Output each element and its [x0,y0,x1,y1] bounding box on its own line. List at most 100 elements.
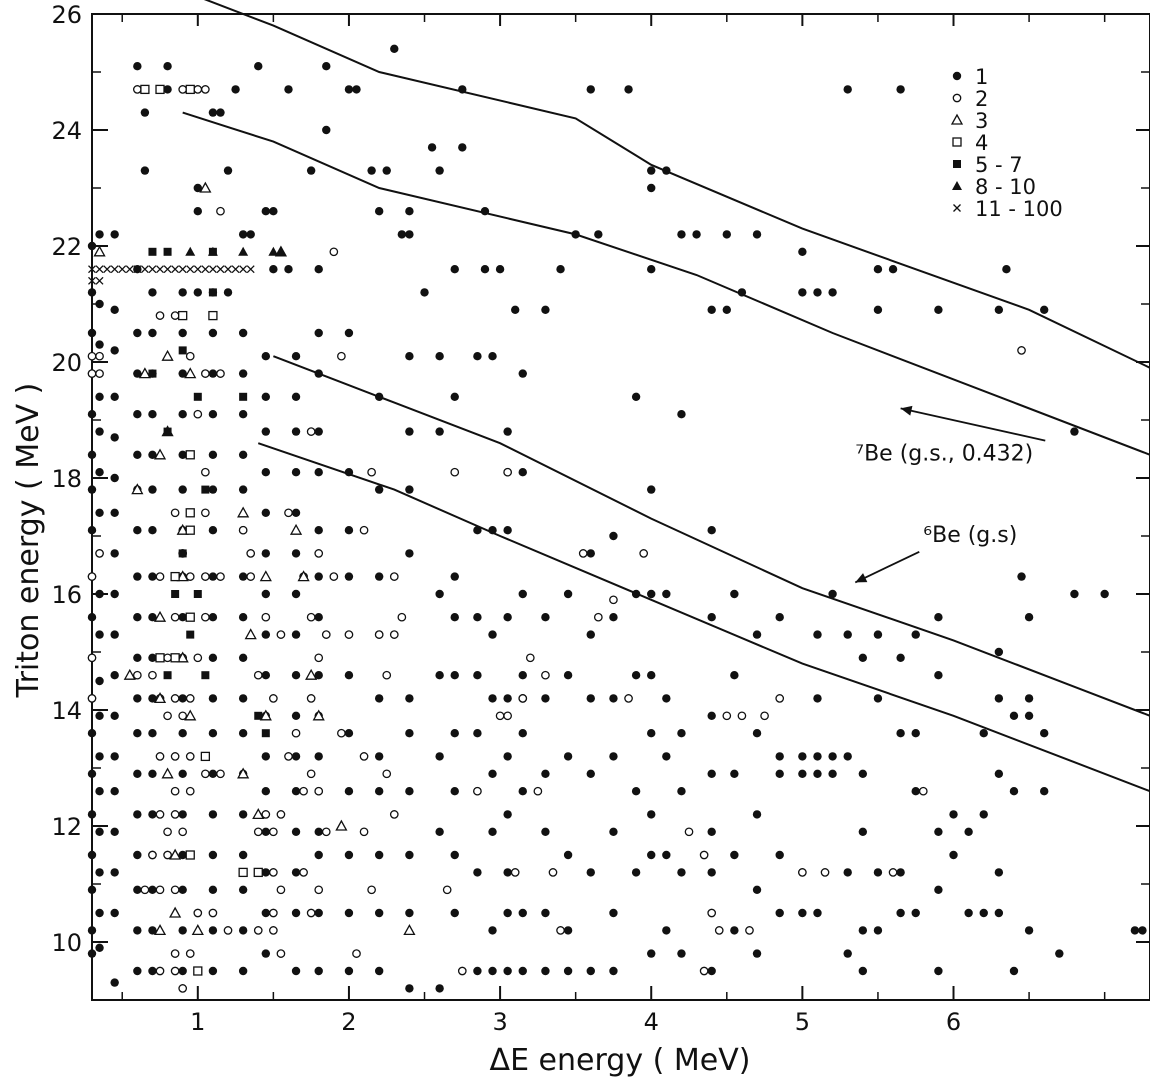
data-point-open-triangle [335,819,348,831]
data-point-open-circle [261,810,271,819]
data-point-filled-circle [647,949,656,958]
data-point-filled-circle [291,827,301,836]
data-point-filled-circle [730,926,739,935]
data-point-filled-circle [427,143,437,152]
data-point-filled-circle [503,966,512,976]
points-layer [87,44,1147,993]
data-point-filled-circle [95,230,104,239]
data-point-open-circle [193,653,203,663]
data-point-filled-circle [208,850,218,860]
data-point-filled-square [163,427,172,436]
data-point-filled-circle [110,549,119,558]
data-point-open-triangle [305,668,318,680]
data-point-open-circle [185,786,195,796]
data-point-filled-circle [556,265,565,274]
data-point-open-triangle [244,628,257,640]
data-point-filled-circle [314,572,323,581]
data-point-filled-circle [269,265,278,274]
data-point-filled-circle [624,85,633,94]
data-point-filled-square [148,369,157,378]
data-point-open-circle [163,711,172,721]
data-point-filled-circle [662,850,671,860]
data-point-filled-circle [374,908,384,918]
data-point-filled-circle [873,265,883,274]
data-point-open-circle [367,467,376,477]
data-point-filled-circle [843,85,852,94]
data-point-filled-circle [828,752,837,761]
data-point-filled-circle [752,810,762,819]
data-point-open-circle [170,949,180,958]
data-point-open-circle [193,85,203,94]
data-point-open-circle [170,885,180,895]
data-point-filled-circle [314,328,323,338]
kinematic-line-4 [257,442,1150,793]
cross-stroke [178,265,187,274]
data-point-filled-circle [110,787,119,796]
data-point-filled-circle [261,752,271,761]
data-point-open-circle [639,549,649,558]
data-point-open-triangle [252,808,265,820]
data-point-filled-circle [148,694,157,703]
data-point-open-circle [132,85,142,94]
data-point-filled-circle [87,769,97,778]
y-tick-label: 14 [51,697,82,725]
data-point-filled-circle [95,508,104,517]
data-point-filled-circle [677,868,686,877]
data-point-filled-circle [677,949,686,958]
cross-stroke [95,276,104,285]
legend-marker-filled-triangle [952,181,962,190]
data-point-filled-circle [488,926,497,935]
data-point-filled-circle [238,230,248,239]
data-point-filled-circle [563,850,573,860]
data-point-filled-circle [775,850,784,860]
data-point-filled-circle [405,485,414,494]
kinematic-line-3 [273,355,1150,717]
data-point-filled-circle [896,868,905,877]
data-point-open-circle [269,926,278,935]
data-point-filled-circle [208,526,218,535]
data-point-cross [208,265,217,274]
cross-stroke [231,265,240,274]
data-point-open-triangle [403,924,416,936]
data-point-filled-circle [133,810,142,819]
data-point-filled-circle [707,305,716,314]
data-point-filled-circle [261,868,271,877]
data-point-open-circle [450,467,460,477]
data-point-filled-circle [87,288,97,297]
data-point-filled-circle [269,207,278,216]
data-point-filled-circle [178,369,187,378]
data-point-filled-circle [518,369,527,378]
data-point-filled-circle [488,526,497,535]
data-point-open-circle [246,549,256,558]
data-point-filled-circle [1055,949,1064,958]
data-point-filled-circle [193,207,202,216]
data-point-open-triangle [297,570,310,582]
y-tick-label: 20 [51,349,82,377]
data-point-open-circle [201,369,210,378]
data-point-open-circle [170,508,180,518]
data-point-filled-circle [261,207,271,216]
data-point-filled-circle [95,427,104,436]
data-point-filled-circle [1070,589,1079,599]
data-point-open-triangle [191,924,204,936]
data-point-filled-circle [450,392,459,401]
data-point-open-circle [714,926,724,935]
data-point-filled-circle [813,769,822,778]
data-point-filled-circle [813,288,822,297]
data-point-open-circle [684,827,694,837]
data-point-filled-circle [843,868,852,877]
data-point-open-circle [155,752,165,761]
data-point-filled-circle [473,729,482,738]
legend-label: 1 [975,65,988,89]
data-point-filled-circle [798,247,807,256]
annotation-label-1: ⁷Be (g.s., 0.432) [855,442,1033,467]
data-point-filled-circle [208,485,218,494]
data-point-open-circle [269,908,278,918]
data-point-open-circle [87,351,97,361]
data-point-filled-circle [964,827,973,836]
data-point-filled-circle [284,85,293,94]
data-point-filled-circle [133,729,142,738]
data-point-filled-circle [238,885,248,894]
data-point-filled-circle [374,787,384,796]
data-point-filled-circle [677,230,686,239]
